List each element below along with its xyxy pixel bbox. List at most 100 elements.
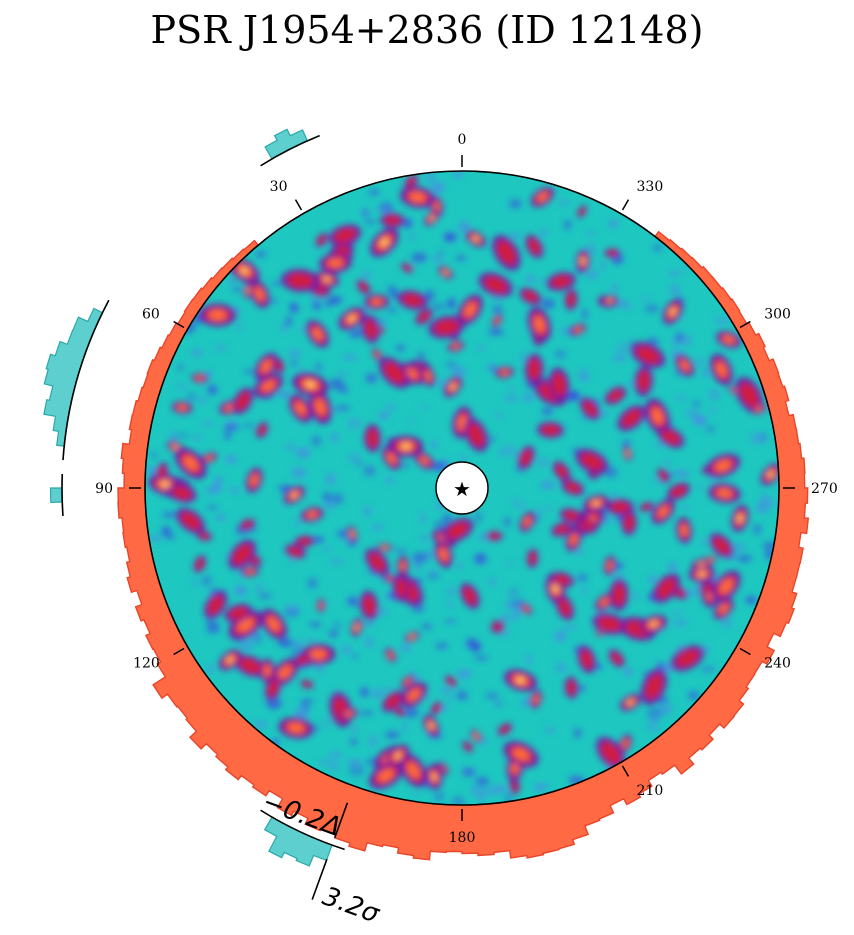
heatmap-hotspot [550,571,574,588]
heatmap-hotspot [731,504,749,532]
heatmap-hotspot [644,398,670,434]
heatmap-cell [167,535,175,540]
heatmap-hotspot [218,649,242,671]
heatmap-cell [469,641,482,653]
heatmap-hotspot [264,676,282,701]
heatmap-cell [705,425,716,433]
heatmap-cell [535,783,550,790]
heatmap-cell [541,407,554,415]
heatmap-cell [161,525,172,538]
heatmap-cell [671,609,683,617]
heatmap-hotspot [393,707,406,717]
heatmap-cell [202,421,214,427]
heatmap-hotspot [457,294,483,326]
heatmap-hotspot [308,389,332,425]
heatmap-cell [309,622,322,628]
heatmap-cell [508,589,516,599]
heatmap-cell [339,386,349,394]
heatmap-hotspot [570,323,586,336]
heatmap-hotspot [401,262,414,273]
heatmap-hotspot [576,249,590,273]
heatmap-cell [489,434,496,444]
heatmap-hotspot [608,649,625,668]
heatmap-hotspot [503,741,539,768]
heatmap-hotspot [156,462,169,481]
heatmap-cell [595,663,603,670]
heatmap-hotspot [708,483,741,504]
heatmap-hotspot [316,598,326,613]
heatmap-hotspot [278,717,314,739]
heatmap-cell [244,368,253,375]
heatmap-cell [302,702,309,712]
heatmap-cell [347,596,358,606]
heatmap-cell [616,513,623,523]
heatmap-cell [645,723,660,732]
heatmap-cell [426,574,440,579]
angle-tick-mark [173,647,185,656]
angle-tick-label: 330 [637,179,664,195]
heatmap-cell [332,493,344,505]
heatmap-cell [447,297,456,310]
heatmap-cell [765,496,777,508]
heatmap-cell [709,406,717,416]
heatmap-cell [419,512,427,525]
heatmap-cell [377,411,390,420]
heatmap-cell [586,230,596,237]
heatmap-cell [438,250,445,256]
heatmap-cell [628,380,635,387]
annotation-line-bottom [311,858,328,900]
heatmap-cell [284,605,300,612]
heatmap-cell [254,251,267,258]
heatmap-hotspot [497,723,513,736]
heatmap-cell [510,599,524,604]
heatmap-hotspot [470,729,482,743]
heatmap-cell [564,392,581,401]
heatmap-hotspot [551,522,573,537]
heatmap-cell [255,582,263,594]
heatmap-cell [445,600,454,610]
heatmap-cell [332,622,343,628]
heatmap-cell [485,692,499,699]
heatmap-cell [324,473,336,486]
heatmap-hotspot [203,591,228,619]
heatmap-hotspot [404,174,419,190]
heatmap-cell [347,452,362,464]
heatmap-hotspot [622,446,633,461]
heatmap-cell [323,717,332,728]
heatmap-hotspot [594,593,614,611]
heatmap-cell [385,476,395,485]
heatmap-hotspot [234,654,266,677]
heatmap-cell [407,418,417,423]
heatmap-cell [402,218,413,229]
heatmap-cell [224,430,232,440]
heatmap-cell [444,619,457,624]
heatmap-hotspot [193,555,206,573]
heatmap-hotspot [361,314,380,344]
angle-tick-label: 60 [142,307,160,323]
heatmap-cell [412,604,425,613]
heatmap-cell [691,414,707,426]
heatmap-hotspot [530,187,555,208]
heatmap-cell [190,434,204,441]
heatmap-hotspot [381,690,405,712]
heatmap-cell [445,586,459,597]
heatmap-hotspot [552,461,571,482]
heatmap-cell [700,537,710,548]
heatmap-cell [498,785,509,792]
heatmap-hotspot [256,422,269,439]
heatmap-hotspot [710,353,733,386]
heatmap-hotspot [478,272,513,297]
heatmap-cell [456,669,472,679]
heatmap-cell [511,609,522,618]
heatmap-hotspot [580,516,597,534]
heatmap-cell [507,385,516,391]
heatmap-cell [285,443,295,451]
heatmap-cell [258,592,272,600]
heatmap-cell [236,322,243,331]
heatmap-hotspot [370,227,399,258]
angle-ticks: 0 30 60 90 120 180 210 240 270 300 330 [95,132,838,846]
heatmap-cell [539,227,547,238]
heatmap-hotspot [368,761,404,789]
heatmap-cell [277,638,294,647]
heatmap-cell [150,452,158,458]
